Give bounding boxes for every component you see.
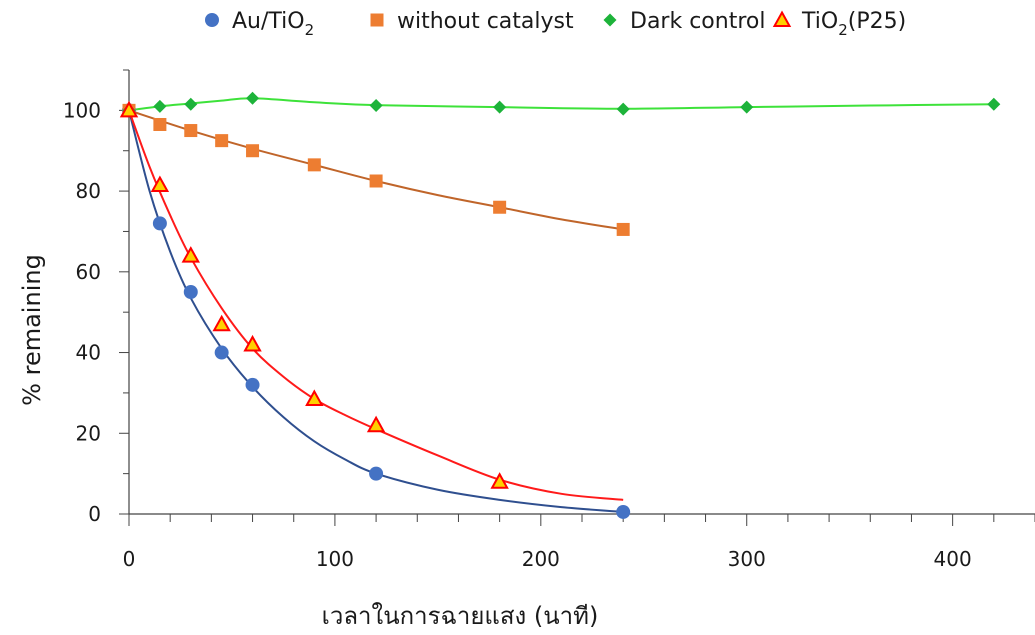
point-tio-p25 [305,389,324,406]
y-tick-label: 80 [76,179,101,203]
point-dark-control [369,99,383,113]
legend-label-dark-control: Dark control [630,9,765,34]
point-au-tio [245,377,260,392]
y-tick-label: 0 [88,502,101,526]
point-without-catalyst [184,124,198,138]
x-tick-label: 0 [123,547,136,571]
point-without-catalyst [369,174,383,188]
point-tio-p25 [212,314,231,332]
point-without-catalyst [307,158,321,172]
y-axis-title: % remaining [18,254,46,406]
x-tick-label: 100 [316,547,354,571]
x-tick-label: 300 [728,547,766,571]
point-tio-p25 [181,246,200,263]
x-axis-title: เวลาในการฉายแสง (นาที) [322,602,599,630]
point-tio-p25 [243,334,262,352]
legend-marker-without-catalyst [370,13,384,27]
legend-marker-dark-control [603,13,617,27]
point-tio-p25 [490,472,509,489]
data-points [119,91,1001,519]
point-tio-p25 [150,175,170,193]
x-tick-label: 200 [522,547,560,571]
point-tio-p25 [119,100,139,118]
point-without-catalyst [153,117,167,131]
point-au-tio [369,466,384,481]
point-au-tio [183,285,198,299]
axes: 0 100 200 300 400 0 20 40 60 80 100 [63,69,1035,571]
point-dark-control [616,102,630,116]
point-au-tio [214,345,229,360]
y-tick-label: 100 [63,98,101,122]
legend-label-without-catalyst: without catalyst [397,9,574,34]
point-dark-control [153,99,167,113]
point-au-tio [152,216,167,231]
legend-label-tio-p25: TiO2(P25) [801,9,906,39]
point-without-catalyst [616,222,630,236]
y-tick-label: 40 [76,341,101,365]
point-tio-p25 [366,415,386,433]
point-au-tio [616,504,631,519]
fit-curve [128,109,624,231]
point-dark-control [740,100,754,114]
fit-curve [128,110,624,501]
point-dark-control [246,91,260,105]
fit-curve [128,110,624,513]
y-tick-label: 60 [76,260,101,284]
point-without-catalyst [215,134,229,148]
fit-curve [128,97,994,112]
legend-marker-tio-p25 [772,10,792,27]
point-without-catalyst [246,144,260,158]
point-without-catalyst [493,200,507,214]
legend-marker-au-tio [205,13,219,27]
point-dark-control [493,100,507,114]
legend-label-au-tio: Au/TiO2 [232,9,314,39]
point-dark-control [184,97,198,111]
x-tick-label: 400 [934,547,972,571]
point-dark-control [987,97,1001,111]
y-tick-label: 20 [76,421,101,445]
fit-curves [128,97,994,513]
legend: Au/TiO2 without catalyst Dark control TiO2(… [205,9,906,39]
